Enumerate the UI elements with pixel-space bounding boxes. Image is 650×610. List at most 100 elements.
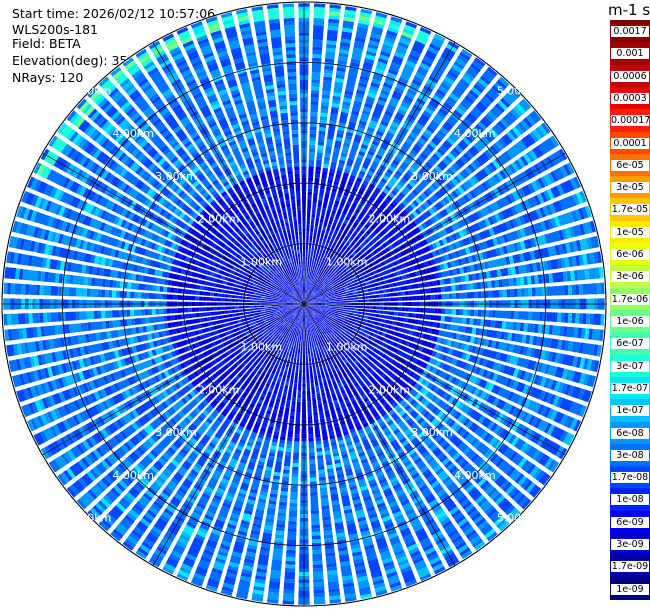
colorbar-tick-label: 1e-07	[611, 405, 649, 417]
ray-gates	[431, 178, 517, 233]
ray-gates	[281, 174, 304, 301]
ray-gates	[308, 199, 399, 299]
ray-gates	[245, 445, 253, 451]
ray-gates	[199, 209, 304, 304]
ray-gates	[307, 273, 410, 304]
ray-gates	[523, 153, 532, 165]
ray-gates	[507, 332, 534, 345]
ray-gates	[434, 129, 479, 174]
range-ring-label: 1.00km	[241, 341, 283, 354]
elevation-label: Elevation(deg): 35.00	[12, 53, 148, 68]
range-ring-label: 2.00km	[369, 383, 411, 396]
ray-gates	[87, 87, 206, 206]
ray-gates	[180, 305, 301, 369]
ray-gates	[327, 208, 367, 268]
ray-gates	[355, 329, 565, 441]
ray-gates	[266, 4, 302, 272]
ray-gates	[127, 428, 215, 545]
ray-gates	[304, 187, 382, 304]
ray-gates	[447, 100, 508, 161]
ray-gates	[289, 101, 298, 106]
ray-gates	[267, 7, 280, 20]
ray-gates	[357, 271, 564, 300]
ray-gates	[67, 147, 298, 301]
ray-gates	[307, 273, 436, 304]
ray-gates	[324, 446, 357, 602]
ray-gates	[431, 195, 577, 258]
ray-gates	[301, 307, 303, 311]
ray-gates	[211, 103, 221, 111]
ray-gates	[308, 313, 361, 428]
ray-gates	[285, 43, 296, 62]
ray-gates	[324, 20, 355, 162]
ray-gates	[487, 383, 495, 392]
ray-gates	[298, 3, 310, 294]
ray-gates	[9, 252, 265, 299]
ray-gates	[401, 31, 413, 39]
ray-gates	[225, 197, 304, 304]
ray-gates	[282, 7, 295, 19]
ray-gates	[307, 304, 442, 321]
ray-gates	[260, 310, 302, 433]
ray-gates	[242, 186, 303, 301]
ray-gates	[30, 178, 180, 251]
ray-gates	[305, 307, 382, 421]
ray-gates	[407, 448, 416, 456]
ray-gates	[183, 304, 304, 368]
ray-gates	[69, 131, 192, 224]
ray-gates	[249, 307, 303, 409]
ray-gates	[492, 373, 560, 407]
ray-gates	[381, 484, 430, 578]
ray-gates	[40, 148, 283, 292]
colorbar-tick-label: 1.7e-05	[611, 204, 649, 216]
ray-gates	[415, 30, 430, 45]
ray-gates	[199, 305, 297, 323]
ray-gates	[62, 177, 301, 303]
colorbar-tick-label: 1.7e-09	[611, 561, 649, 573]
ray-gates	[448, 190, 587, 251]
ray-gates	[359, 485, 368, 492]
ray-gates	[410, 423, 502, 524]
ray-gates	[125, 409, 210, 502]
ray-gates	[440, 188, 501, 227]
ray-gates	[242, 279, 268, 291]
ray-gates	[129, 420, 211, 519]
ray-gates	[441, 346, 592, 403]
ray-gates	[304, 311, 314, 442]
ray-gates	[48, 376, 190, 473]
ray-gates	[217, 198, 304, 304]
ray-gates	[304, 304, 436, 349]
ray-gates	[331, 319, 568, 460]
colorbar-tick-label: 1e-08	[611, 494, 649, 506]
ray-gates	[184, 43, 248, 173]
colorbar-tick-label: 6e-07	[611, 338, 649, 350]
colorbar-tick-label: 3e-09	[611, 539, 649, 551]
ray-gates	[265, 311, 303, 438]
ray-gates	[33, 330, 250, 446]
ray-gates	[344, 434, 396, 571]
ray-gates	[438, 353, 584, 416]
ray-gates	[97, 97, 196, 196]
ray-gates	[235, 455, 275, 600]
colorbar-tick-label: 6e-05	[611, 159, 649, 171]
ray-gates	[414, 117, 533, 215]
ray-gates	[266, 440, 293, 604]
ray-gates	[319, 22, 339, 121]
ray-gates	[434, 344, 564, 393]
ray-gates	[255, 31, 299, 269]
ray-gates	[381, 78, 437, 168]
ray-gates	[183, 240, 298, 301]
ray-gates	[304, 239, 428, 304]
ray-gates	[408, 330, 582, 384]
ray-gates	[453, 252, 599, 283]
ray-gates	[53, 188, 124, 227]
ray-gates	[306, 306, 388, 407]
ray-gates	[220, 439, 270, 596]
range-ring-label: 3.00km	[411, 426, 453, 439]
ray-gates	[212, 488, 247, 571]
ray-gates	[310, 194, 385, 296]
ray-gates	[205, 308, 299, 394]
ray-gates	[310, 350, 327, 430]
ray-gates	[307, 288, 431, 304]
ray-gates	[287, 307, 304, 438]
